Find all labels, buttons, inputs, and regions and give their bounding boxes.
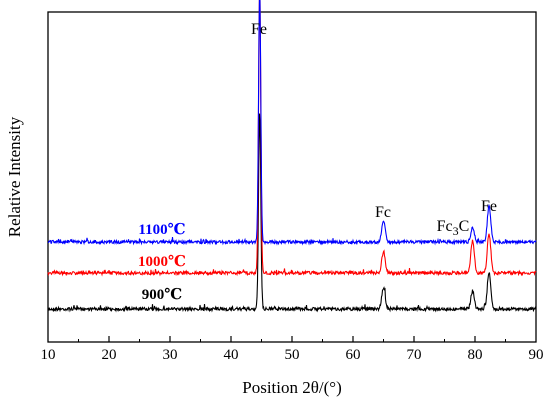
x-tick-label: 10 — [41, 347, 56, 363]
x-axis-ticks: 10 20 30 40 50 60 70 80 90 — [41, 336, 544, 363]
x-tick-label: 20 — [102, 347, 117, 363]
series-line-0 — [47, 113, 537, 313]
series-line-2 — [47, 0, 537, 246]
x-axis-label: Position 2θ/(°) — [242, 378, 341, 397]
peak-label-subscript: 3 — [453, 224, 459, 238]
series-layer — [47, 0, 537, 313]
series-labels: 900℃ 1000℃ 1100℃ — [138, 222, 186, 303]
x-tick-label: 60 — [346, 347, 361, 363]
x-tick-label: 40 — [224, 347, 239, 363]
x-tick-label: 50 — [285, 347, 300, 363]
x-tick-label: 30 — [163, 347, 178, 363]
peak-label-3: Fe — [481, 198, 497, 215]
series-label-0: 900℃ — [142, 287, 183, 303]
series-label-2: 1100℃ — [138, 222, 185, 238]
series-label-1: 1000℃ — [138, 254, 186, 270]
peak-label-2: Fc3C — [437, 218, 470, 238]
x-tick-label: 80 — [468, 347, 483, 363]
y-axis-label: Relative Intensity — [5, 116, 24, 237]
series-line-1 — [47, 0, 537, 277]
plot-frame — [47, 11, 537, 343]
peak-label-suffix: C — [459, 218, 470, 235]
x-tick-label: 70 — [407, 347, 422, 363]
peak-annotations: Fe Fc Fc3C Fe — [251, 21, 497, 238]
peak-label-1: Fc — [375, 204, 391, 221]
peak-label-0: Fe — [251, 21, 267, 38]
x-tick-label: 90 — [529, 347, 544, 363]
